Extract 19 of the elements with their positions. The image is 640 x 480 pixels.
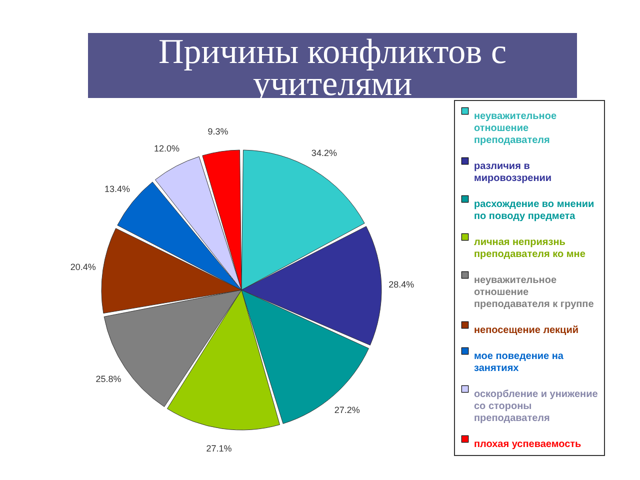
- legend-label: непосещение лекций: [474, 325, 578, 336]
- legend-label: различия в мировоззрении: [474, 161, 552, 184]
- data-label: 20.4%: [70, 262, 96, 272]
- legend-label: личная неприязнь преподавателя ко мне: [474, 237, 586, 260]
- legend-label: неуважительное отношение преподавателя к группе: [474, 275, 594, 310]
- legend-label: расхождение во мнении по поводу предмета: [474, 199, 594, 222]
- legend-label: неуважительное отношение преподавателя: [474, 111, 557, 146]
- data-label: 13.4%: [104, 184, 130, 194]
- legend-label: плохая успеваемость: [474, 439, 582, 450]
- legend-label: мое поведение на занятиях: [474, 351, 564, 374]
- data-label: 25.8%: [96, 374, 122, 384]
- data-label: 12.0%: [154, 144, 180, 154]
- data-label: 27.2%: [334, 405, 360, 416]
- legend-label: оскорбление и унижение со стороны преподавателя: [474, 389, 598, 424]
- data-label: 28.4%: [388, 280, 414, 290]
- data-label: 9.3%: [208, 126, 228, 137]
- data-label: 34.2%: [311, 148, 337, 158]
- data-label: 27.1%: [206, 443, 232, 454]
- chart-title: Причины конфликтов с учителями: [158, 32, 508, 103]
